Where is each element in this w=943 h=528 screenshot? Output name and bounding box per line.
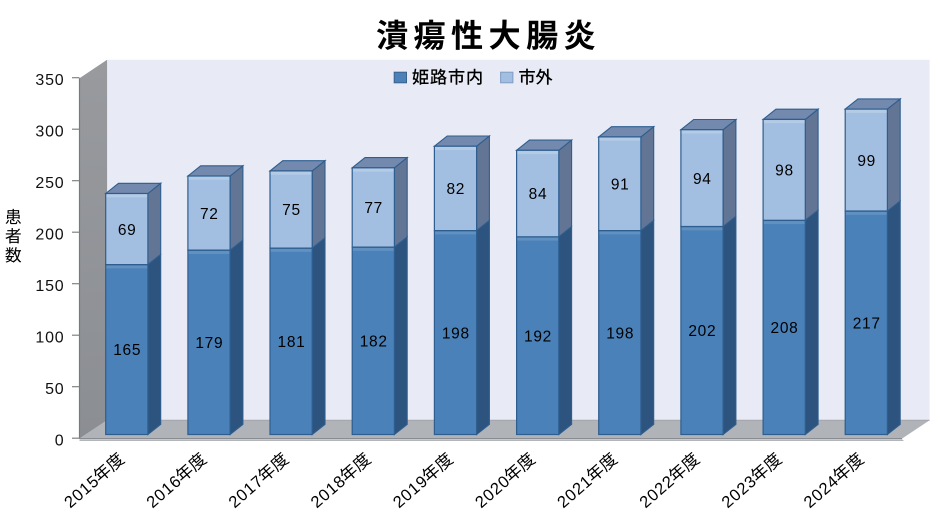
svg-text:179: 179 — [195, 335, 223, 352]
svg-text:0: 0 — [55, 433, 65, 450]
svg-text:192: 192 — [524, 328, 552, 345]
svg-text:94: 94 — [693, 171, 712, 188]
svg-text:91: 91 — [611, 177, 630, 194]
svg-text:165: 165 — [113, 342, 141, 359]
svg-text:100: 100 — [35, 330, 64, 347]
svg-text:69: 69 — [118, 222, 137, 239]
svg-text:217: 217 — [853, 316, 881, 333]
svg-text:72: 72 — [200, 206, 219, 223]
svg-text:84: 84 — [529, 186, 548, 203]
svg-text:300: 300 — [35, 124, 64, 141]
svg-text:198: 198 — [606, 325, 634, 342]
svg-text:50: 50 — [45, 381, 64, 398]
svg-text:200: 200 — [35, 227, 64, 244]
svg-text:350: 350 — [35, 72, 64, 89]
svg-text:82: 82 — [446, 181, 465, 198]
svg-text:75: 75 — [282, 202, 301, 219]
svg-text:99: 99 — [857, 153, 876, 170]
svg-text:182: 182 — [360, 334, 388, 351]
svg-text:181: 181 — [278, 334, 306, 351]
svg-text:150: 150 — [35, 278, 64, 295]
svg-text:98: 98 — [775, 163, 794, 180]
svg-text:198: 198 — [442, 325, 470, 342]
svg-text:202: 202 — [688, 323, 716, 340]
svg-text:77: 77 — [364, 200, 383, 217]
svg-text:208: 208 — [771, 320, 799, 337]
svg-text:250: 250 — [35, 175, 64, 192]
